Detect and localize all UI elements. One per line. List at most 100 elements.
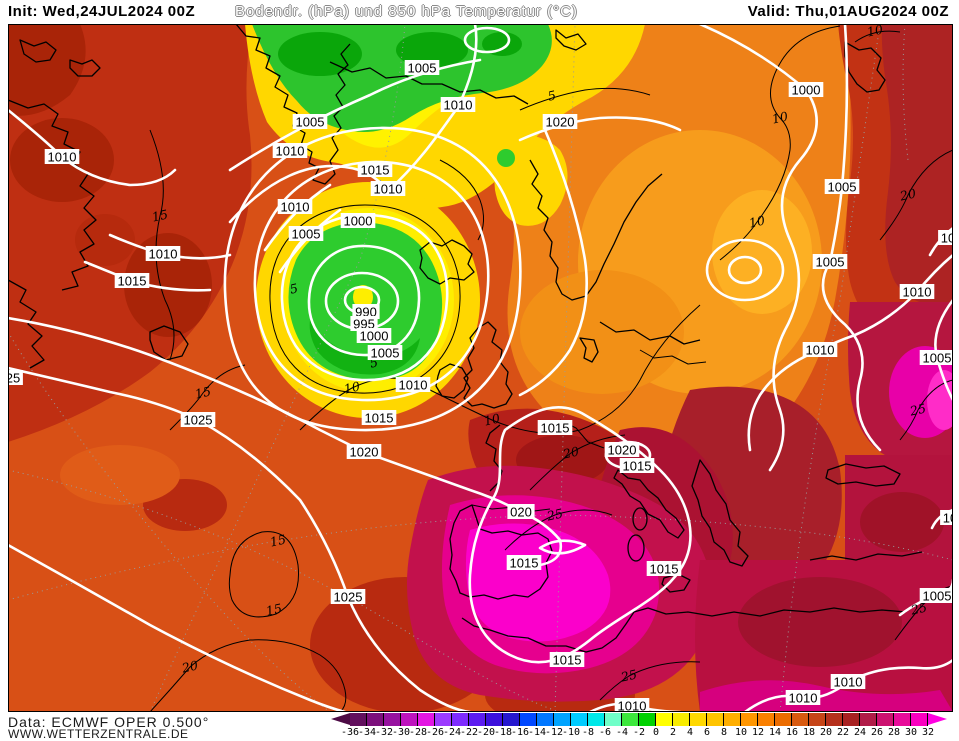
colorbar-tick-label: 8 <box>720 727 728 738</box>
pressure-label-box <box>537 420 573 435</box>
pressure-label: 1010 <box>281 200 310 215</box>
colorbar-tick-label: -18 <box>493 727 513 738</box>
pressure-label: 1005 <box>292 227 321 242</box>
pressure-label: 1015 <box>650 562 679 577</box>
colorbar-cell <box>673 713 690 726</box>
pressure-label-box <box>356 328 392 343</box>
pressure-label-box <box>180 412 216 427</box>
colorbar-tick-label: -34 <box>357 727 377 738</box>
colorbar-tick-label: -28 <box>408 727 428 738</box>
pressure-label: 25 <box>6 371 20 386</box>
colorbar-cell <box>452 713 469 726</box>
pressure-label: 1010 <box>399 378 428 393</box>
colorbar-tick-label: 32 <box>921 727 935 738</box>
pressure-label-box <box>292 114 328 129</box>
colorbar-cell <box>367 713 384 726</box>
colorbar-cell <box>707 713 724 726</box>
pressure-label-box <box>370 181 406 196</box>
init-time-label: Init: Wed,24JUL2024 00Z <box>8 3 196 20</box>
pressure-label: 1000 <box>792 83 821 98</box>
pressure-label: 1015 <box>361 163 390 178</box>
temperature-contour-label: 10 <box>748 213 767 231</box>
colorbar-tick-label: -16 <box>510 727 530 738</box>
temperature-contour-label: 20 <box>898 186 918 204</box>
colorbar-tick-label: 16 <box>785 727 799 738</box>
pressure-label-box <box>272 143 308 158</box>
colorbar-left-arrow <box>331 713 350 725</box>
temperature-contour-label: 15 <box>269 532 288 550</box>
pressure-label-box <box>357 162 393 177</box>
pressure-label-box <box>614 698 650 712</box>
pressure-label: 995 <box>353 317 375 332</box>
colorbar-cell <box>911 713 928 726</box>
colorbar-cell <box>384 713 401 726</box>
colorbar-tick-label: 30 <box>904 727 918 738</box>
pressure-label-box <box>507 504 535 519</box>
colorbar-tick-label: -8 <box>581 727 595 738</box>
colorbar-cell <box>503 713 520 726</box>
pressure-label-box <box>367 345 403 360</box>
pressure-label: 1015 <box>623 459 652 474</box>
colorbar-cell <box>809 713 826 726</box>
colorbar-tick-label: -14 <box>527 727 547 738</box>
colorbar-cell <box>537 713 554 726</box>
colorbar-cell <box>792 713 809 726</box>
pressure-label: 1010 <box>48 150 77 165</box>
pressure-label: 1005 <box>923 351 952 366</box>
colorbar-tick-label: 26 <box>870 727 884 738</box>
colorbar-cell <box>520 713 537 726</box>
pressure-label-box <box>940 510 953 525</box>
colorbar-tick-label: -22 <box>459 727 479 738</box>
pressure-label: 020 <box>510 505 532 520</box>
pressure-label: 1010 <box>806 343 835 358</box>
pressure-label: 1010 <box>276 144 305 159</box>
colorbar-cell <box>571 713 588 726</box>
colorbar-cell <box>622 713 639 726</box>
colorbar-cell <box>656 713 673 726</box>
pressure-label-box <box>542 114 578 129</box>
pressure-label: 1015 <box>510 556 539 571</box>
temperature-contour-label: 20 <box>180 658 200 676</box>
pressure-label: 1010 <box>444 98 473 113</box>
colorbar-cell <box>418 713 435 726</box>
colorbar-cell <box>724 713 741 726</box>
pressure-label: 1015 <box>118 274 147 289</box>
pressure-label-box <box>938 230 953 245</box>
pressure-label: 1005 <box>296 115 325 130</box>
temperature-contour-label: 25 <box>545 506 565 524</box>
temperature-contour-label: 15 <box>151 207 170 225</box>
temperature-contour-label: 10 <box>866 22 885 40</box>
colorbar-tick-label: -2 <box>632 727 646 738</box>
pressure-label-box <box>824 179 860 194</box>
temperature-contour-label: 5 <box>546 87 557 103</box>
colorbar-tick-label: -32 <box>374 727 394 738</box>
pressure-label-box <box>919 588 953 603</box>
colorbar-cell <box>435 713 452 726</box>
pressure-label-box <box>802 342 838 357</box>
pressure-label: 1005 <box>371 346 400 361</box>
pressure-label-box <box>8 370 23 385</box>
coastlines <box>8 24 923 653</box>
temperature-contour-label: 10 <box>343 379 362 397</box>
colorbar-tick-label: 6 <box>703 727 711 738</box>
pressure-label-box <box>44 149 80 164</box>
colorbar-cell <box>401 713 418 726</box>
temperature-contour-label: 10 <box>771 109 790 127</box>
pressure-label-box <box>145 246 181 261</box>
valid-time-label: Valid: Thu,01AUG2024 00Z <box>747 3 949 20</box>
colorbar-tick-label: -4 <box>615 727 629 738</box>
temperature-contour-label: 25 <box>908 401 928 419</box>
colorbar-cell <box>350 713 367 726</box>
colorbar-cell <box>894 713 911 726</box>
pressure-label: 1000 <box>360 329 389 344</box>
pressure-label: 10 <box>943 511 957 526</box>
colorbar-cell <box>469 713 486 726</box>
pressure-label-box <box>785 690 821 705</box>
temperature-contour-label: 10 <box>483 411 502 429</box>
pressure-label: 1020 <box>350 445 379 460</box>
colorbar-tick-label: 20 <box>819 727 833 738</box>
pressure-label: 1010 <box>374 182 403 197</box>
colorbar-tick-label: -30 <box>391 727 411 738</box>
pressure-label-box <box>899 284 935 299</box>
pressure-label: 1020 <box>546 115 575 130</box>
